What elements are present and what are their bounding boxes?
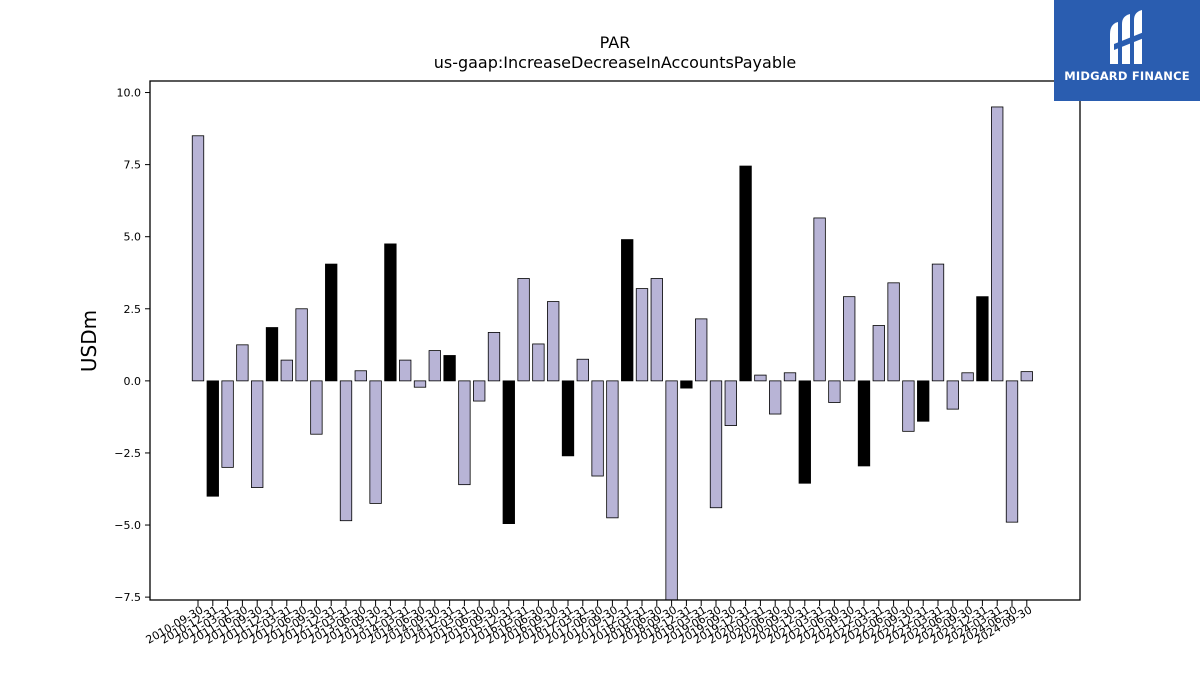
plot-frame <box>149 80 1081 601</box>
bar-2018-12-31 <box>680 380 693 389</box>
y-tick-label: 0.0 <box>124 375 142 388</box>
bar-2010-09-30 <box>191 135 205 382</box>
bar-2010-12-31 <box>206 380 219 497</box>
bar-2019-12-31 <box>739 165 752 382</box>
bar-2021-09-30 <box>843 296 856 382</box>
bar-2019-09-30 <box>724 380 737 426</box>
bar-2012-09-30 <box>310 380 323 435</box>
bar-2021-12-31 <box>857 380 871 467</box>
bars-group <box>191 106 1033 601</box>
bar-2013-06-30 <box>354 370 367 382</box>
bar-2014-12-31 <box>443 355 456 382</box>
bar-2014-09-30 <box>428 350 441 382</box>
bar-2023-03-31 <box>931 263 945 382</box>
bar-2021-06-30 <box>828 380 841 403</box>
bar-2018-09-30 <box>665 380 678 601</box>
bar-2012-06-30 <box>295 308 308 382</box>
bar-2016-12-31 <box>561 380 575 457</box>
bar-2011-12-31 <box>265 327 279 382</box>
bar-2012-12-31 <box>325 263 338 382</box>
bar-2024-03-31 <box>991 106 1004 382</box>
chart-title: PAR <box>600 33 631 52</box>
bar-2023-06-30 <box>946 380 959 410</box>
bar-2015-03-31 <box>458 380 471 486</box>
bar-2022-12-31 <box>917 380 930 422</box>
midgard-logo-icon <box>1110 10 1144 64</box>
bar-2018-03-31 <box>635 288 649 382</box>
bar-2016-09-30 <box>547 301 560 382</box>
bar-2024-09-30 <box>1020 371 1033 382</box>
y-tick-label: 2.5 <box>124 303 142 316</box>
bar-2011-09-30 <box>251 380 264 488</box>
bar-2017-12-31 <box>621 239 634 382</box>
bar-2020-09-30 <box>783 372 797 382</box>
bar-2014-03-31 <box>399 359 412 382</box>
bar-2015-09-30 <box>487 332 501 382</box>
bar-2011-06-30 <box>236 344 249 382</box>
bar-2017-09-30 <box>606 380 619 519</box>
bar-2019-06-30 <box>709 380 723 509</box>
bar-2012-03-31 <box>280 359 293 382</box>
bar-2013-12-31 <box>384 243 397 382</box>
y-tick-label: 10.0 <box>117 87 142 100</box>
bar-2016-03-31 <box>517 278 530 382</box>
bar-2015-12-31 <box>502 380 515 524</box>
bar-2013-03-31 <box>339 380 353 522</box>
bar-2014-06-30 <box>413 380 427 388</box>
bar-2013-09-30 <box>369 380 382 504</box>
x-axis: 2010-09-302010-12-312011-03-312011-06-30… <box>144 600 1034 647</box>
y-axis: −7.5 −5.0 −2.5 0.0 2.5 5.0 7.5 10.0 <box>114 87 150 604</box>
y-tick-label: 7.5 <box>124 159 142 172</box>
y-tick-label: −5.0 <box>114 519 141 532</box>
bar-2011-03-31 <box>221 380 234 468</box>
bar-2017-03-31 <box>576 358 589 382</box>
bar-2017-06-30 <box>591 380 604 477</box>
bar-2023-09-30 <box>961 372 974 382</box>
bar-2021-03-31 <box>813 217 826 382</box>
bar-2022-09-30 <box>902 380 915 432</box>
bar-2022-03-31 <box>872 325 885 382</box>
bar-2022-06-30 <box>887 282 900 382</box>
bar-2020-06-30 <box>769 380 782 415</box>
brand-logo: MIDGARD FINANCE <box>1054 0 1200 101</box>
y-tick-label: −2.5 <box>114 447 141 460</box>
bar-2024-06-30 <box>1005 380 1019 523</box>
bar-2016-06-30 <box>532 343 545 382</box>
bar-2018-06-30 <box>650 278 663 382</box>
bar-2023-12-31 <box>976 296 989 382</box>
bar-2020-03-31 <box>754 374 767 382</box>
y-tick-label: 5.0 <box>124 231 142 244</box>
bar-2019-03-31 <box>695 318 708 382</box>
y-axis-label: USDm <box>77 310 101 372</box>
brand-name: MIDGARD FINANCE <box>1064 69 1190 83</box>
bar-2020-12-31 <box>798 380 811 484</box>
y-tick-label: −7.5 <box>114 591 141 604</box>
bar-2015-06-30 <box>473 380 486 402</box>
chart-subtitle: us-gaap:IncreaseDecreaseInAccountsPayabl… <box>434 53 797 72</box>
